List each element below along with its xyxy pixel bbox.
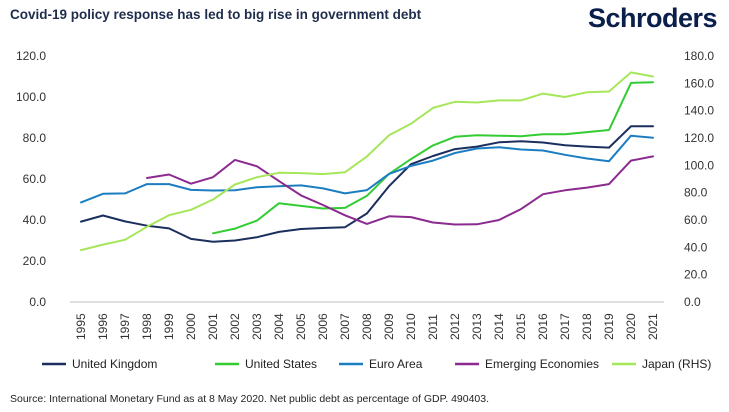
y-right-tick-label: 120.0 [684,131,714,145]
x-tick-label: 2013 [470,313,484,340]
series-line-united-kingdom [80,125,654,243]
x-tick-label: 1999 [162,313,176,340]
x-tick-label: 1995 [74,313,88,340]
series-line-japan-rhs [80,71,654,252]
legend-label: Japan (RHS) [642,357,711,371]
x-tick-label: 2005 [294,313,308,340]
y-right-tick-label: 0.0 [684,295,701,309]
x-tick-label: 1996 [96,313,110,340]
y-axis-right: 0.0 20.0 40.0 60.0 80.0 100.0 120.0 140.0 160.0 1… [684,49,714,309]
x-tick-label: 2014 [492,313,506,340]
x-tick-label: 2018 [580,313,594,340]
x-tick-label: 1997 [118,313,132,340]
y-right-tick-label: 160.0 [684,76,714,90]
x-tick-label: 2002 [228,313,242,340]
x-tick-label: 2012 [448,313,462,340]
series-line-emerging-economies [146,155,654,226]
x-tick-label: 2011 [426,314,440,340]
x-tick-label: 2010 [404,313,418,340]
x-axis: 1995 1996 1997 1998 1999 2000 2001 2002 2003 2004… [74,313,660,340]
series-line-united-states [212,81,654,235]
x-tick-label: 2006 [316,313,330,340]
y-left-tick-label: 80.0 [23,131,47,145]
source-note: Source: International Monetary Fund as a… [10,393,490,405]
y-left-tick-label: 60.0 [23,172,47,186]
x-tick-label: 2004 [272,313,286,340]
y-left-tick-label: 100.0 [16,90,46,104]
y-right-tick-label: 40.0 [684,240,708,254]
brand-logo: Schroders [587,3,718,33]
x-tick-label: 2021 [646,313,660,340]
x-tick-label: 2020 [624,313,638,340]
x-tick-label: 1998 [140,313,154,340]
y-right-tick-label: 180.0 [684,49,714,63]
y-right-tick-label: 100.0 [684,158,714,172]
y-left-tick-label: 40.0 [23,213,47,227]
x-tick-label: 2019 [602,313,616,340]
legend-label: Emerging Economies [485,357,599,371]
y-right-tick-label: 80.0 [684,186,708,200]
y-right-tick-label: 60.0 [684,213,708,227]
x-tick-label: 2009 [382,313,396,340]
x-tick-label: 2001 [206,313,220,340]
x-tick-label: 2007 [338,313,352,340]
x-tick-label: 2008 [360,313,374,340]
x-tick-label: 2000 [184,313,198,340]
chart-title: Covid-19 policy response has led to big … [10,7,422,22]
y-left-tick-label: 0.0 [29,295,46,309]
x-tick-label: 2003 [250,313,264,340]
legend-label: United Kingdom [72,357,157,371]
legend-label: Euro Area [369,357,423,371]
x-tick-label: 2017 [558,313,572,340]
legend-label: United States [245,357,317,371]
x-tick-label: 2016 [536,313,550,340]
legend: United Kingdom United States Euro Area Emer… [42,357,711,371]
y-left-tick-label: 120.0 [16,49,46,63]
series-lines [80,71,654,252]
y-right-tick-label: 140.0 [684,104,714,118]
series-line-euro-area [80,134,654,204]
x-tick-label: 2015 [514,313,528,340]
y-axis-left: 0.0 20.0 40.0 60.0 80.0 100.0 120.0 [16,49,46,309]
y-left-tick-label: 20.0 [23,254,47,268]
y-right-tick-label: 20.0 [684,268,708,282]
